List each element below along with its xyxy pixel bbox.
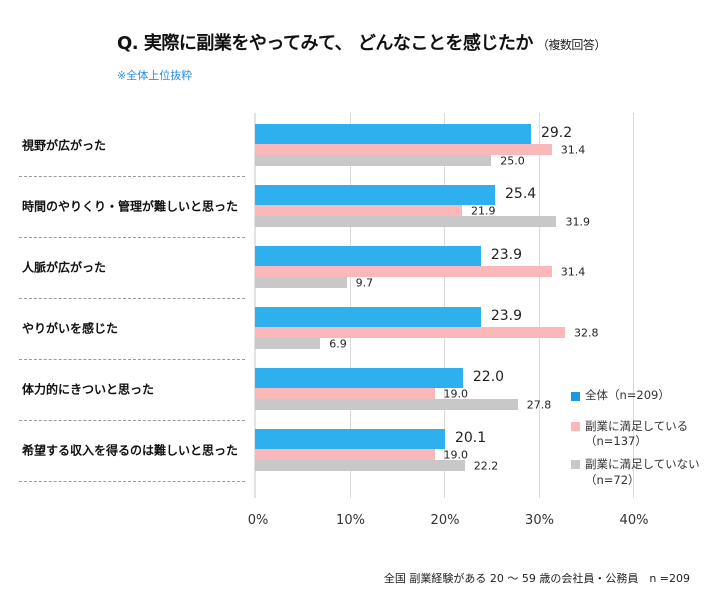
category-label: 視野が広がった [22,138,107,153]
bar-unsatisfied[interactable] [255,338,321,349]
value-label: 23.9 [490,247,523,263]
category-separator [19,176,245,177]
value-label: 19.0 [443,387,469,401]
gridline [538,113,540,498]
category-label: 人脈が広がった [22,260,107,275]
bar-satisfied[interactable] [255,266,552,277]
value-label: 21.9 [470,204,496,218]
legend-label: 全体（n=209） [585,388,670,402]
bar-unsatisfied[interactable] [255,460,465,471]
chart-footnote: 全国 副業経験がある 20 ～ 59 歳の会社員・公務員 n =209 [383,572,690,585]
bar-all[interactable] [255,307,481,327]
legend-label: 副業に満足している [585,419,689,433]
x-axis-line [254,113,256,498]
value-label: 25.0 [500,154,525,168]
value-label: 32.8 [573,326,599,340]
category-separator [19,237,245,238]
chart-title: Q. 実際に副業をやってみて、 どんなことを感じたか （複数回答） [117,29,606,55]
value-label: 20.1 [454,430,487,446]
bar-satisfied[interactable] [255,327,565,338]
bar-unsatisfied[interactable] [255,277,347,288]
bar-unsatisfied[interactable] [255,155,492,166]
category-label: やりがいを感じた [22,321,119,336]
bar-all[interactable] [255,429,445,449]
chart-subtitle: ※全体上位抜粋 [117,69,193,82]
gridline [444,113,445,498]
value-label: 22.0 [472,369,505,385]
chart-title-note: （複数回答） [536,38,607,52]
bar-satisfied[interactable] [255,144,552,155]
legend-label: （n=72） [585,473,640,487]
legend-label: （n=137） [585,434,647,448]
bar-unsatisfied[interactable] [255,216,557,227]
bar-satisfied[interactable] [255,449,435,460]
value-label: 31.4 [560,265,586,279]
value-label: 23.9 [490,308,523,324]
category-separator [19,359,245,360]
bar-unsatisfied[interactable] [255,399,518,410]
x-tick-label: 30% [525,513,554,528]
x-tick-label: 40% [619,513,649,528]
category-separator [19,298,245,299]
value-label: 31.9 [565,215,590,229]
value-label: 29.2 [540,125,573,141]
gridline [349,113,351,498]
x-tick-label: 20% [430,513,460,528]
x-tick-label: 10% [336,513,365,528]
bar-all[interactable] [255,124,531,144]
value-label: 27.8 [526,398,552,412]
value-label: 31.4 [560,143,586,157]
category-label: 体力的にきついと思った [22,382,155,397]
category-label: 希望する収入を得るのは難しいと思った [22,443,239,458]
bar-all[interactable] [255,368,463,388]
category-separator [19,481,245,482]
legend-swatch [571,460,580,469]
value-label: 9.7 [355,276,374,290]
value-label: 22.2 [473,459,499,473]
chart-title-text: Q. 実際に副業をやってみて、 どんなことを感じたか [117,33,533,54]
value-label: 6.9 [329,337,347,351]
x-tick-label: 0% [247,513,269,528]
value-label: 25.4 [505,186,537,202]
bar-all[interactable] [255,185,496,205]
gridline [633,113,634,498]
category-separator [19,420,245,421]
category-label: 時間のやりくり・管理が難しいと思った [22,199,239,214]
legend-label: 副業に満足していない [585,457,700,471]
value-label: 19.0 [443,448,469,462]
legend-swatch [571,392,580,401]
bar-all[interactable] [255,246,481,266]
legend-swatch [571,422,580,431]
bar-satisfied[interactable] [255,388,435,399]
bar-satisfied[interactable] [255,205,462,216]
